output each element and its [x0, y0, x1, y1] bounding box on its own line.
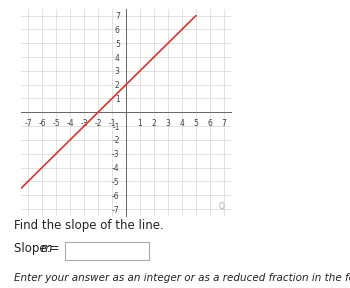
Text: m: m — [40, 242, 52, 255]
Text: Slope:: Slope: — [14, 242, 54, 255]
Text: Find the slope of the line.: Find the slope of the line. — [14, 219, 164, 232]
Text: Q: Q — [218, 202, 224, 211]
Text: Enter your answer as an integer or as a reduced fraction in the form A/B.: Enter your answer as an integer or as a … — [14, 273, 350, 283]
Text: =: = — [46, 242, 59, 255]
